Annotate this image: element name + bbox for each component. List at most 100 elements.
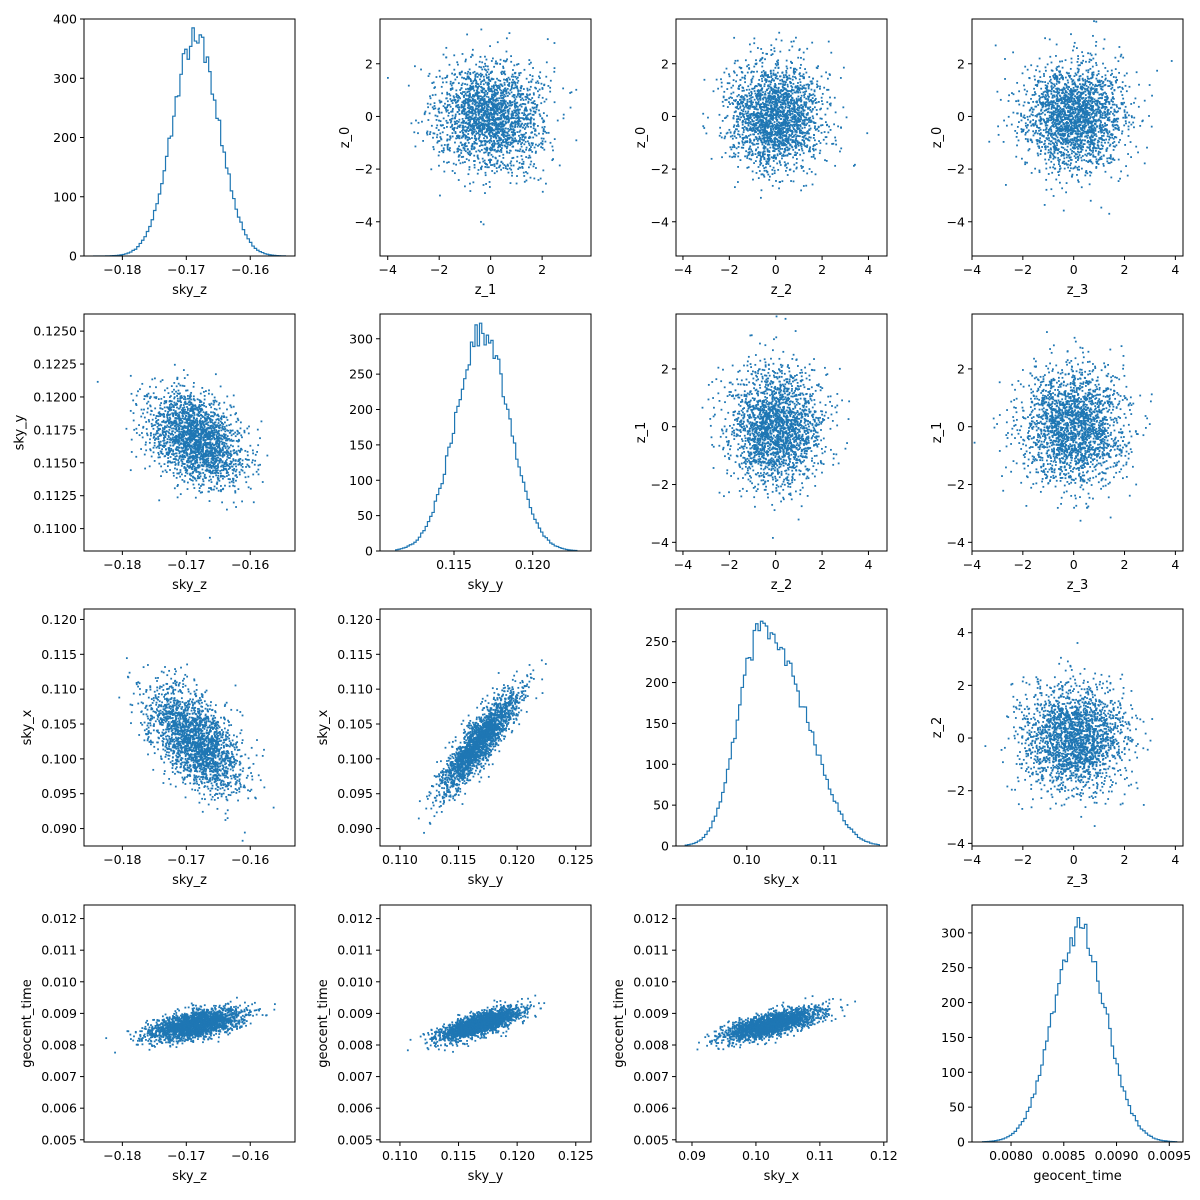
scatter-point — [545, 75, 548, 78]
scatter-point — [768, 150, 771, 152]
scatter-point — [796, 128, 799, 130]
scatter-point — [756, 139, 759, 142]
scatter-point — [1038, 95, 1041, 97]
scatter-point — [748, 100, 751, 103]
scatter-point — [746, 112, 749, 114]
scatter-point — [552, 158, 554, 160]
scatter-point — [517, 90, 520, 93]
scatter-point — [454, 132, 457, 135]
scatter-point — [468, 150, 471, 153]
scatter-point — [537, 144, 539, 147]
scatter-point — [1097, 107, 1100, 109]
scatter-point — [776, 90, 778, 93]
scatter-point — [741, 133, 744, 136]
scatter-point — [785, 120, 787, 123]
scatter-point — [526, 109, 528, 112]
scatter-point — [506, 145, 509, 148]
scatter-point — [449, 135, 452, 138]
scatter-point — [473, 140, 476, 143]
scatter-point — [740, 66, 743, 69]
scatter-point — [749, 116, 752, 119]
scatter-point — [513, 129, 516, 132]
scatter-point — [512, 131, 515, 134]
scatter-point — [484, 112, 487, 115]
scatter-point — [814, 97, 817, 100]
scatter-point — [1064, 59, 1067, 62]
scatter-point — [1055, 127, 1058, 130]
scatter-point — [476, 156, 479, 159]
scatter-point — [763, 169, 766, 172]
scatter-point — [480, 109, 482, 112]
scatter-point — [1099, 85, 1102, 88]
scatter-point — [732, 91, 735, 94]
scatter-point — [499, 88, 501, 91]
scatter-point — [793, 107, 795, 109]
scatter-point — [1090, 54, 1093, 57]
scatter-point — [417, 132, 419, 135]
scatter-point — [765, 101, 767, 103]
plot-area — [988, 20, 1173, 215]
scatter-point — [481, 108, 483, 110]
scatter-point — [1003, 119, 1005, 122]
scatter-point — [476, 123, 479, 126]
scatter-point — [446, 91, 449, 94]
scatter-point — [817, 101, 820, 103]
scatter-point — [512, 93, 515, 96]
scatter-point — [533, 163, 536, 165]
scatter-point — [470, 56, 472, 58]
scatter-point — [526, 97, 529, 99]
scatter-point — [804, 90, 806, 93]
scatter-point — [466, 151, 469, 154]
scatter-point — [788, 96, 790, 98]
scatter-point — [1075, 102, 1078, 105]
scatter-point — [824, 113, 827, 116]
scatter-point — [501, 70, 504, 73]
scatter-point — [507, 134, 510, 137]
scatter-point — [773, 126, 776, 129]
scatter-point — [777, 168, 780, 171]
scatter-point — [807, 117, 810, 120]
scatter-point — [503, 99, 506, 102]
scatter-point — [796, 102, 798, 105]
scatter-point — [455, 94, 458, 96]
scatter-point — [833, 123, 836, 126]
scatter-point — [495, 99, 498, 102]
scatter-point — [460, 136, 463, 139]
scatter-point — [732, 117, 735, 119]
scatter-point — [1120, 53, 1123, 56]
scatter-point — [1125, 122, 1127, 125]
scatter-point — [473, 146, 476, 149]
scatter-point — [490, 159, 493, 161]
scatter-point — [493, 90, 496, 93]
scatter-point — [534, 86, 537, 89]
scatter-point — [833, 96, 836, 99]
scatter-point — [794, 146, 797, 149]
scatter-point — [547, 85, 550, 87]
scatter-point — [741, 121, 744, 124]
scatter-point — [486, 115, 489, 118]
scatter-point — [429, 97, 432, 100]
scatter-point — [517, 168, 520, 170]
scatter-point — [814, 173, 817, 176]
scatter-point — [730, 86, 733, 89]
scatter-point — [1026, 130, 1029, 133]
scatter-point — [445, 110, 448, 113]
scatter-point — [463, 77, 466, 80]
scatter-point — [722, 105, 725, 107]
scatter-point — [504, 111, 507, 114]
scatter-point — [543, 100, 546, 103]
scatter-point — [492, 94, 495, 97]
scatter-point — [499, 126, 502, 128]
scatter-point — [806, 122, 809, 125]
scatter-point — [1104, 124, 1106, 127]
scatter-point — [769, 125, 771, 128]
scatter-point — [800, 118, 802, 120]
scatter-point — [538, 132, 540, 135]
scatter-point — [512, 139, 515, 142]
scatter-point — [793, 68, 795, 71]
scatter-point — [487, 88, 490, 91]
scatter-point — [785, 132, 788, 135]
scatter-point — [764, 78, 767, 81]
scatter-point — [812, 149, 815, 152]
scatter-point — [501, 85, 504, 88]
